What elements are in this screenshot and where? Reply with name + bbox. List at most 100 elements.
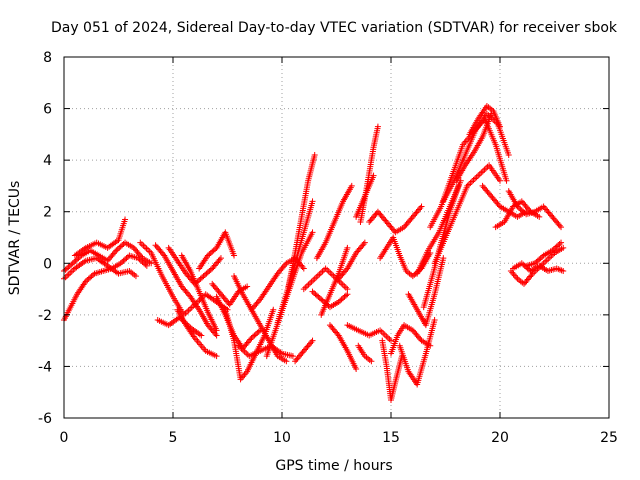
data-point [64, 272, 71, 279]
data-point [335, 298, 342, 305]
data-point [341, 283, 348, 290]
data-point [478, 169, 485, 176]
data-point [545, 255, 552, 262]
data-point [123, 255, 130, 262]
data-point [546, 254, 553, 261]
data-point [200, 273, 207, 280]
data-point [113, 247, 120, 254]
data-point [87, 274, 94, 281]
data-point [65, 264, 72, 271]
data-point [528, 272, 535, 279]
data-point [361, 239, 368, 246]
data-point [308, 339, 315, 346]
x-tick-label: 10 [273, 430, 291, 446]
series-8 [165, 244, 224, 287]
series-5 [137, 239, 231, 318]
data-point [344, 286, 351, 293]
data-point [344, 291, 351, 298]
data-point [314, 272, 321, 279]
data-point [204, 252, 211, 259]
data-point [542, 258, 549, 265]
data-point [244, 351, 251, 358]
data-point [308, 278, 315, 285]
data-point [556, 222, 563, 229]
data-point [140, 242, 147, 249]
series-4 [71, 216, 129, 259]
data-point [467, 179, 474, 186]
data-point [558, 239, 565, 246]
series-21 [292, 337, 316, 365]
data-point [513, 274, 520, 281]
data-point [553, 243, 560, 250]
data-point [495, 202, 502, 209]
series-32 [366, 203, 425, 236]
series-37 [405, 255, 447, 329]
data-point [75, 255, 82, 262]
data-point [198, 332, 205, 339]
series-44 [466, 102, 503, 138]
data-point [249, 333, 256, 340]
series-25 [318, 244, 351, 318]
data-point [550, 246, 557, 253]
data-point [120, 257, 127, 264]
series-47 [505, 188, 565, 231]
data-point [254, 329, 261, 336]
data-point [322, 265, 329, 272]
data-point [213, 327, 220, 334]
data-point [378, 328, 385, 335]
data-point [289, 353, 296, 360]
data-point [119, 242, 126, 249]
data-point [360, 241, 367, 248]
data-point [207, 249, 214, 256]
data-point [62, 266, 69, 273]
data-point [203, 270, 210, 277]
data-point [327, 269, 334, 276]
data-point [68, 268, 75, 275]
series-7 [154, 314, 205, 339]
series-29 [357, 123, 381, 226]
series-23 [309, 288, 351, 311]
data-point [518, 260, 525, 267]
x-tick-label: 15 [382, 430, 400, 446]
data-point [518, 207, 525, 214]
data-point [339, 281, 346, 288]
data-point [431, 317, 438, 324]
data-point [114, 246, 121, 253]
data-point [353, 366, 360, 373]
data-point [411, 271, 418, 278]
chart-title: Day 051 of 2024, Sidereal Day-to-day VTE… [51, 20, 618, 36]
series-16 [235, 342, 296, 360]
data-point [374, 123, 381, 130]
data-point [143, 245, 150, 252]
data-point [213, 353, 220, 360]
data-point [313, 274, 320, 281]
data-point [217, 255, 224, 262]
data-point [139, 258, 146, 265]
data-point [409, 273, 416, 280]
data-point [543, 257, 550, 264]
data-point [556, 240, 563, 247]
data-point [72, 257, 79, 264]
data-point [497, 177, 503, 184]
data-point [244, 283, 251, 290]
series-31 [344, 322, 394, 344]
data-point [520, 208, 527, 215]
data-point [132, 273, 139, 280]
data-point [135, 255, 142, 262]
data-point [473, 174, 480, 181]
x-axis-label: GPS time / hours [275, 458, 392, 474]
data-point [558, 224, 565, 231]
data-point [309, 337, 316, 344]
data-point [338, 296, 345, 303]
data-point [309, 229, 316, 236]
data-point [117, 243, 124, 250]
data-point [207, 266, 214, 273]
data-point [328, 271, 335, 278]
data-point [319, 297, 326, 304]
data-point [386, 336, 393, 343]
data-point [476, 171, 483, 178]
data-point [187, 305, 194, 312]
data-point [122, 256, 129, 263]
data-point [299, 263, 306, 270]
data-point [116, 244, 123, 251]
